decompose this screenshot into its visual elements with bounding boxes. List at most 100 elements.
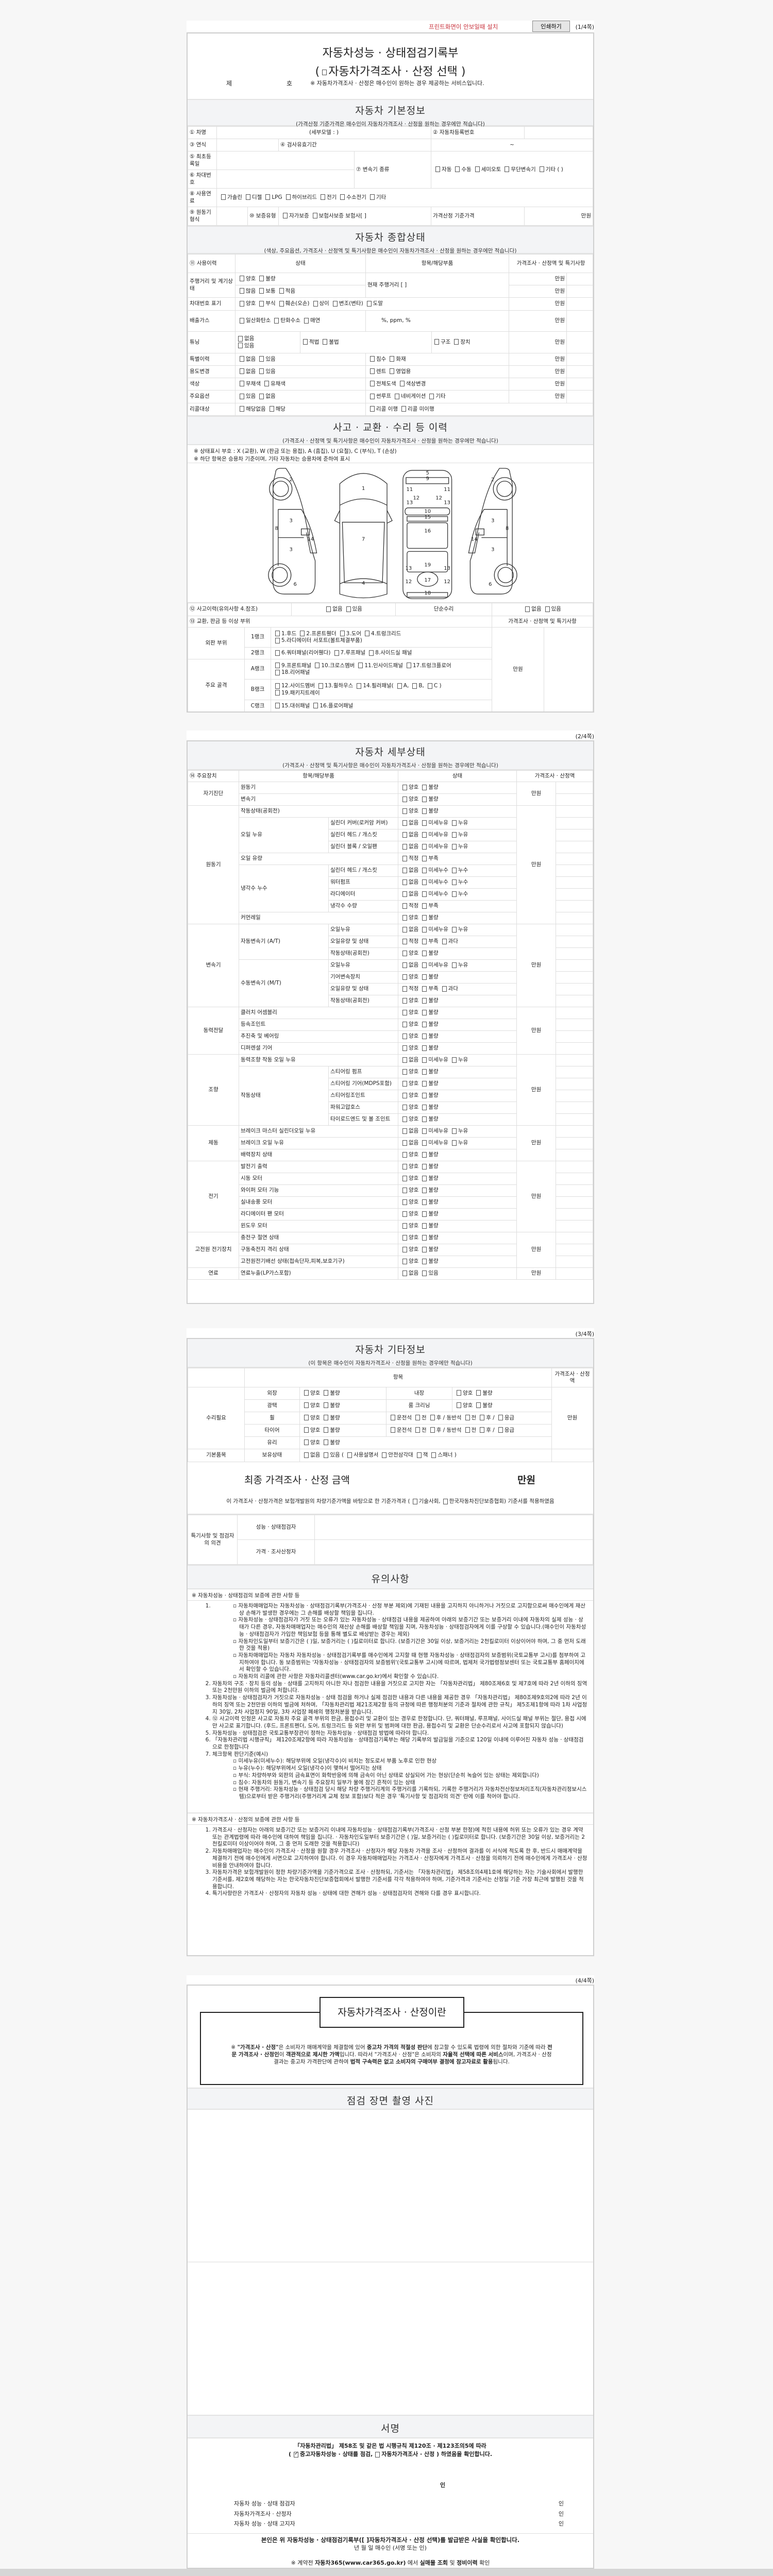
checkbox[interactable] (422, 1069, 427, 1075)
checkbox[interactable] (265, 194, 271, 200)
remark-field[interactable] (556, 995, 593, 1007)
inspector-remark-field[interactable] (314, 1515, 593, 1540)
checkbox[interactable] (402, 914, 407, 921)
checkbox[interactable] (422, 784, 427, 790)
checkbox[interactable] (402, 1009, 407, 1015)
print-button[interactable]: 인쇄하기 (532, 21, 570, 32)
checkbox-option[interactable]: 전 (413, 1427, 427, 1434)
checkbox[interactable] (240, 406, 244, 412)
checkbox-option[interactable]: 도말 (364, 300, 383, 307)
checkbox-option[interactable]: 미세누유 (419, 820, 448, 826)
checkbox-option[interactable]: 해당없음 (237, 406, 266, 413)
checkbox-option[interactable]: 15.대쉬패널 (273, 703, 310, 709)
checkbox-option[interactable]: 미세누유 (419, 1057, 448, 1063)
checkbox-option[interactable]: 불량 (419, 1151, 439, 1158)
checkbox-option[interactable]: 세미오토 (473, 166, 501, 173)
checkbox-option[interactable]: 없음 (400, 891, 418, 897)
checkbox-option[interactable]: 불량 (419, 1092, 439, 1099)
checkbox-option[interactable]: 11.인사이드패널 (356, 663, 403, 669)
emission-field[interactable]: %, ppm, % (365, 310, 509, 332)
checkbox[interactable] (422, 879, 427, 885)
checkbox[interactable] (480, 1415, 485, 1421)
checkbox-option[interactable]: 없음 (301, 1452, 320, 1459)
checkbox-option[interactable]: 응급 (496, 1415, 514, 1421)
checkbox[interactable] (480, 1427, 485, 1433)
checkbox[interactable] (269, 406, 274, 412)
checkbox-option[interactable]: 자가보증 (280, 213, 309, 219)
checkbox-option[interactable]: 양호 (400, 808, 418, 815)
checkbox[interactable] (429, 393, 434, 399)
checkbox-option[interactable]: 불량 (419, 796, 439, 803)
final-price-field[interactable]: 만원 (517, 1475, 535, 1486)
checkbox-option[interactable]: 없음 (400, 926, 418, 933)
checkbox[interactable] (451, 1057, 457, 1063)
checkbox-option[interactable]: 양호 (400, 1234, 418, 1241)
checkbox-engineers[interactable] (412, 1498, 417, 1504)
checkbox-option[interactable]: 과다 (440, 986, 458, 992)
checkbox-option[interactable]: 없음 (400, 962, 418, 969)
base-price-field[interactable]: 만원 (524, 207, 593, 226)
checkbox-option[interactable]: 양호 (400, 1223, 418, 1229)
checkbox[interactable] (422, 855, 427, 861)
checkbox[interactable] (416, 1452, 422, 1458)
appraiser-remark-field[interactable] (314, 1539, 593, 1565)
remark-field[interactable] (556, 865, 593, 877)
checkbox-option[interactable]: 19.패키지트레이 (273, 690, 320, 697)
checkbox[interactable] (402, 1033, 407, 1039)
checkbox[interactable] (264, 381, 269, 387)
checkbox[interactable] (391, 1427, 395, 1433)
checkbox[interactable] (422, 1092, 427, 1098)
checkbox[interactable] (238, 335, 243, 342)
checkbox[interactable] (402, 879, 407, 885)
checkbox-option[interactable]: 누유 (449, 962, 468, 969)
price-field[interactable]: 만원 (509, 378, 567, 391)
checkbox[interactable] (402, 1223, 407, 1229)
checkbox[interactable] (240, 288, 244, 294)
checkbox-option[interactable]: 불량 (321, 1402, 340, 1409)
checkbox-option[interactable]: A, (395, 683, 409, 689)
checkbox[interactable] (390, 368, 395, 375)
remark-field[interactable] (556, 947, 593, 960)
checkbox[interactable] (402, 1234, 407, 1241)
checkbox-option[interactable]: 불량 (419, 1163, 439, 1170)
checkbox-option[interactable]: 미세누수 (419, 879, 448, 886)
checkbox-option[interactable]: 양호 (400, 1211, 418, 1217)
install-notice-link[interactable]: 프린트화면이 안보일때 설치 (429, 23, 498, 30)
checkbox[interactable] (412, 683, 417, 689)
checkbox-option[interactable]: 훼손(오손) (277, 300, 310, 307)
remark-field[interactable] (556, 959, 593, 972)
checkbox[interactable] (451, 1128, 457, 1134)
checkbox[interactable] (357, 683, 362, 689)
checkbox-option[interactable]: 2.프론트휀더 (297, 631, 337, 637)
checkbox-option[interactable]: 양호 (400, 1175, 418, 1182)
mileage-field[interactable]: 현재 주행거리 [ ] (365, 273, 509, 298)
checkbox[interactable] (422, 832, 427, 838)
checkbox-option[interactable]: 있음 (236, 343, 299, 349)
remark-field[interactable] (556, 912, 593, 924)
checkbox-option[interactable]: 무단변속기 (502, 166, 536, 173)
checkbox-option[interactable]: 없음 (400, 867, 418, 874)
checkbox[interactable] (402, 784, 407, 790)
checkbox-option[interactable]: 양호 (301, 1439, 320, 1446)
remark-field[interactable] (556, 1125, 593, 1138)
checkbox[interactable] (422, 820, 427, 826)
checkbox[interactable] (240, 381, 244, 387)
checkbox[interactable] (402, 1211, 407, 1217)
checkbox[interactable] (259, 368, 264, 375)
checkbox-option[interactable]: 변조(변타) (330, 300, 363, 307)
checkbox-option[interactable]: 양호 (400, 1104, 418, 1111)
checkbox-option[interactable]: 불량 (419, 1080, 439, 1087)
price-field[interactable]: 만원 (509, 390, 567, 403)
checkbox-option[interactable]: 스패너 ) (429, 1452, 457, 1459)
checkbox-option[interactable]: 기타 (427, 393, 446, 400)
checkbox-option[interactable]: 미세누유 (419, 1128, 448, 1134)
checkbox[interactable] (402, 962, 407, 968)
checkbox[interactable] (313, 703, 318, 709)
remark-field[interactable] (556, 1113, 593, 1126)
checkbox-option[interactable]: 없음 (237, 368, 256, 375)
remark-field[interactable] (566, 273, 593, 285)
checkbox-option[interactable]: 없음 (237, 356, 256, 363)
checkbox[interactable] (320, 194, 325, 200)
checkbox[interactable] (402, 1151, 407, 1158)
checkbox-option[interactable]: 있음 (237, 393, 256, 400)
